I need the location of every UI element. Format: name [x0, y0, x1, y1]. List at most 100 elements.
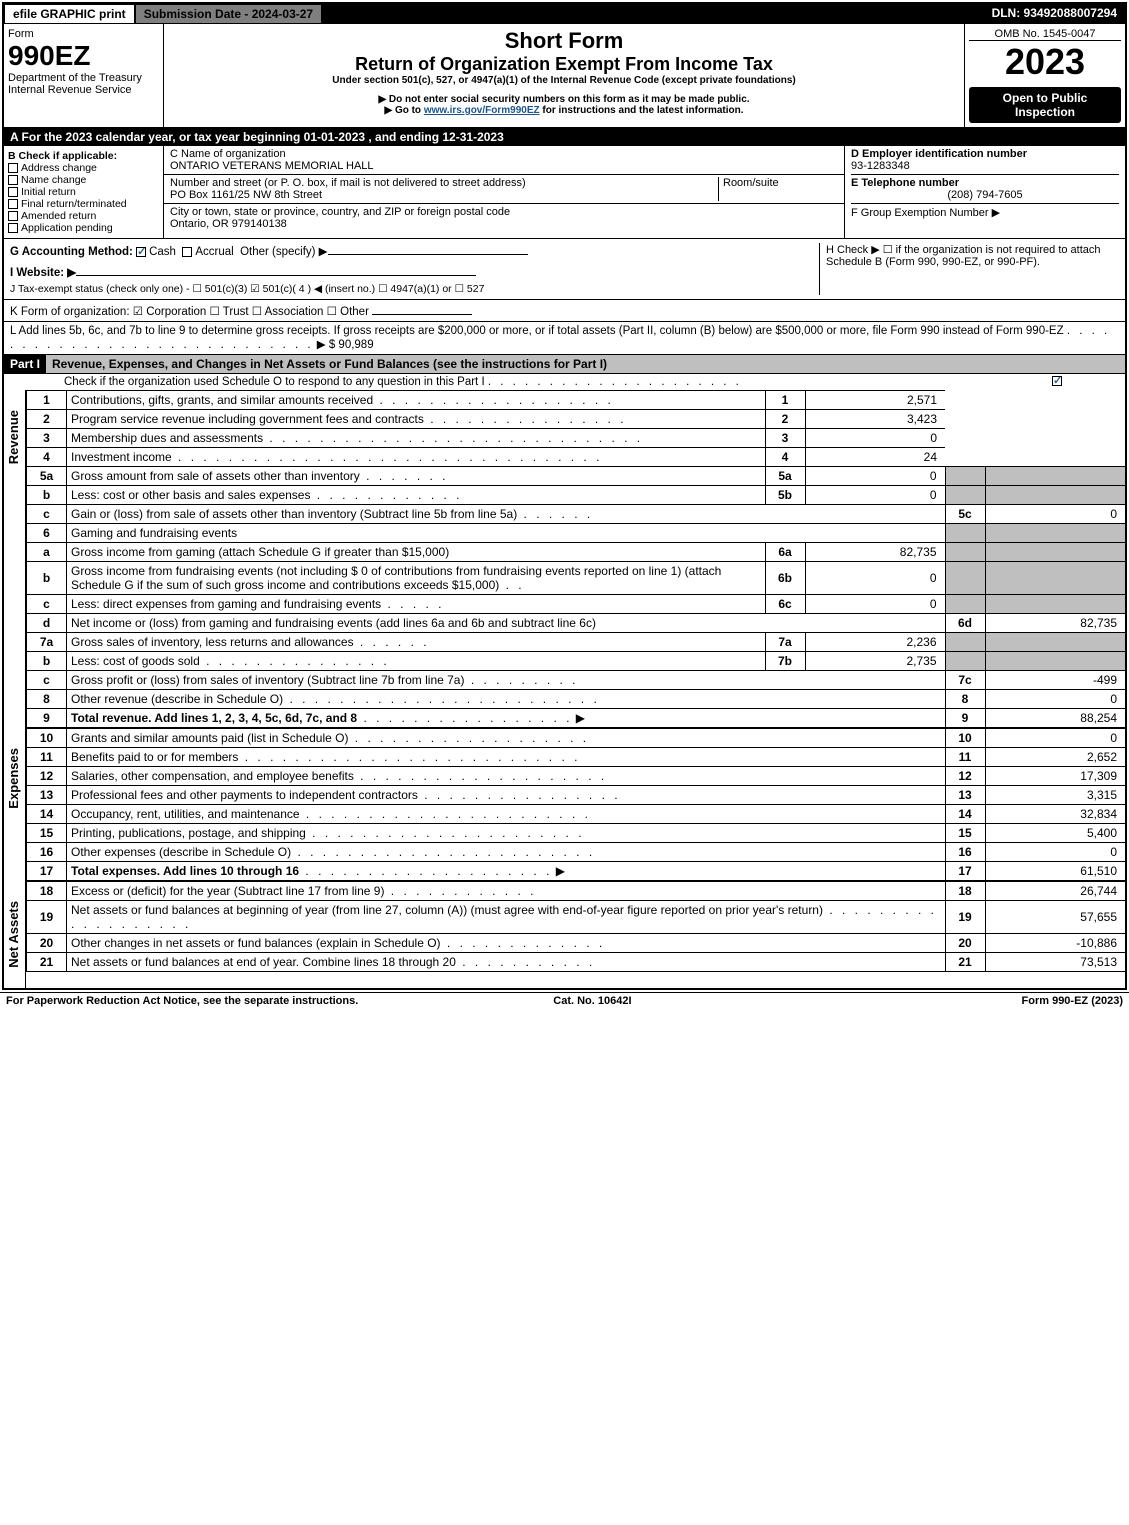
lbl-application-pending: Application pending — [21, 222, 113, 234]
other-specify-input[interactable] — [328, 243, 528, 255]
chk-accrual[interactable] — [182, 247, 192, 257]
blocks-bcd: B Check if applicable: Address change Na… — [4, 146, 1125, 239]
lbl-other-specify: Other (specify) ▶ — [240, 246, 327, 258]
part1-title: Revenue, Expenses, and Changes in Net As… — [46, 355, 1125, 373]
line-7c: cGross profit or (loss) from sales of in… — [27, 671, 1126, 690]
org-name: ONTARIO VETERANS MEMORIAL HALL — [170, 160, 374, 172]
other-org-input[interactable] — [372, 303, 472, 315]
chk-final-return[interactable] — [8, 199, 18, 209]
chk-amended-return[interactable] — [8, 211, 18, 221]
lbl-amended-return: Amended return — [21, 210, 96, 222]
lbl-initial-return: Initial return — [21, 186, 76, 198]
submission-date: Submission Date - 2024-03-27 — [135, 4, 322, 24]
header-right: OMB No. 1545-0047 2023 Open to Public In… — [965, 24, 1125, 127]
form-ref: Form 990-EZ (2023) — [1022, 995, 1123, 1007]
header-center: Short Form Return of Organization Exempt… — [164, 24, 965, 127]
section-a: A For the 2023 calendar year, or tax yea… — [4, 128, 1125, 146]
row-k-text: K Form of organization: ☑ Corporation ☐ … — [10, 306, 369, 318]
block-b: B Check if applicable: Address change Na… — [4, 146, 164, 238]
cat-number: Cat. No. 10642I — [553, 995, 631, 1007]
header-left: Form 990EZ Department of the Treasury In… — [4, 24, 164, 127]
netassets-section: Net Assets 18Excess or (deficit) for the… — [4, 881, 1125, 988]
line-6a: aGross income from gaming (attach Schedu… — [27, 543, 1126, 562]
label-telephone: E Telephone number — [851, 177, 959, 189]
form-990ez: efile GRAPHIC print Submission Date - 20… — [2, 2, 1127, 990]
line-5b: bLess: cost or other basis and sales exp… — [27, 486, 1126, 505]
label-ein: D Employer identification number — [851, 148, 1027, 160]
omb-number: OMB No. 1545-0047 — [969, 28, 1121, 41]
part1-header-row: Part I Revenue, Expenses, and Changes in… — [4, 354, 1125, 374]
line-7a: 7aGross sales of inventory, less returns… — [27, 633, 1126, 652]
row-l-text: L Add lines 5b, 6c, and 7b to line 9 to … — [10, 325, 1064, 337]
org-street: PO Box 1161/25 NW 8th Street — [170, 189, 322, 201]
chk-initial-return[interactable] — [8, 187, 18, 197]
row-l-amount: $ 90,989 — [329, 339, 374, 351]
instruction-goto: ▶ Go to www.irs.gov/Form990EZ for instru… — [168, 105, 960, 116]
chk-schedule-o[interactable] — [1052, 376, 1062, 386]
line-13: 13Professional fees and other payments t… — [27, 786, 1126, 805]
line-4: 4Investment income . . . . . . . . . . .… — [27, 448, 1126, 467]
netassets-side: Net Assets — [4, 881, 26, 988]
revenue-section: Revenue 1Contributions, gifts, grants, a… — [4, 390, 1125, 728]
line-21: 21Net assets or fund balances at end of … — [27, 953, 1126, 972]
line-16: 16Other expenses (describe in Schedule O… — [27, 843, 1126, 862]
form-header: Form 990EZ Department of the Treasury In… — [4, 24, 1125, 128]
irs-link[interactable]: www.irs.gov/Form990EZ — [424, 105, 540, 116]
row-l: L Add lines 5b, 6c, and 7b to line 9 to … — [4, 322, 1125, 354]
line-5c: cGain or (loss) from sale of assets othe… — [27, 505, 1126, 524]
row-k: K Form of organization: ☑ Corporation ☐ … — [4, 300, 1125, 322]
label-group-exemption: F Group Exemption Number ▶ — [851, 207, 1000, 219]
instruction-ssn: ▶ Do not enter social security numbers o… — [168, 94, 960, 105]
lbl-accrual: Accrual — [195, 246, 233, 258]
label-room: Room/suite — [723, 177, 779, 189]
top-bar: efile GRAPHIC print Submission Date - 20… — [4, 4, 1125, 24]
form-number: 990EZ — [8, 40, 159, 72]
expenses-side: Expenses — [4, 728, 26, 881]
part1-checkline: Check if the organization used Schedule … — [4, 374, 1125, 390]
label-accounting: G Accounting Method: — [10, 246, 133, 258]
lbl-final-return: Final return/terminated — [21, 198, 127, 210]
line-6c: cLess: direct expenses from gaming and f… — [27, 595, 1126, 614]
chk-application-pending[interactable] — [8, 223, 18, 233]
line-20: 20Other changes in net assets or fund ba… — [27, 934, 1126, 953]
title-short: Short Form — [168, 28, 960, 54]
chk-address-change[interactable] — [8, 163, 18, 173]
website-input[interactable] — [76, 264, 476, 276]
block-d: D Employer identification number 93-1283… — [845, 146, 1125, 238]
expenses-table: 10Grants and similar amounts paid (list … — [26, 728, 1125, 881]
block-b-heading: B Check if applicable: — [8, 150, 117, 162]
telephone: (208) 794-7605 — [851, 189, 1119, 201]
row-l-arrow: ▶ — [317, 339, 326, 351]
ein: 93-1283348 — [851, 160, 910, 172]
row-j-tax-exempt: J Tax-exempt status (check only one) - ☐… — [10, 283, 484, 295]
subtitle: Under section 501(c), 527, or 4947(a)(1)… — [168, 75, 960, 86]
line-12: 12Salaries, other compensation, and empl… — [27, 767, 1126, 786]
dln: DLN: 93492088007294 — [984, 4, 1125, 24]
part1-badge: Part I — [4, 355, 46, 373]
revenue-side: Revenue — [4, 390, 26, 728]
block-c: C Name of organization ONTARIO VETERANS … — [164, 146, 845, 238]
label-org-name: C Name of organization — [170, 148, 286, 160]
line-1: 1Contributions, gifts, grants, and simil… — [27, 391, 1126, 410]
efile-print-button[interactable]: efile GRAPHIC print — [4, 4, 135, 24]
line-14: 14Occupancy, rent, utilities, and mainte… — [27, 805, 1126, 824]
revenue-table: 1Contributions, gifts, grants, and simil… — [26, 390, 1125, 728]
org-city: Ontario, OR 979140138 — [170, 218, 287, 230]
netassets-table: 18Excess or (deficit) for the year (Subt… — [26, 881, 1125, 972]
chk-cash[interactable] — [136, 247, 146, 257]
form-label: Form — [8, 28, 159, 40]
line-8: 8Other revenue (describe in Schedule O) … — [27, 690, 1126, 709]
tax-year: 2023 — [969, 41, 1121, 83]
page-footer: For Paperwork Reduction Act Notice, see … — [0, 992, 1129, 1009]
line-11: 11Benefits paid to or for members . . . … — [27, 748, 1126, 767]
line-7b: bLess: cost of goods sold . . . . . . . … — [27, 652, 1126, 671]
title-main: Return of Organization Exempt From Incom… — [168, 54, 960, 75]
line-6: 6Gaming and fundraising events — [27, 524, 1126, 543]
label-city: City or town, state or province, country… — [170, 206, 510, 218]
row-g-h: G Accounting Method: Cash Accrual Other … — [4, 239, 1125, 300]
line-19: 19Net assets or fund balances at beginni… — [27, 901, 1126, 934]
chk-name-change[interactable] — [8, 175, 18, 185]
lbl-address-change: Address change — [21, 162, 97, 174]
line-2: 2Program service revenue including gover… — [27, 410, 1126, 429]
line-18: 18Excess or (deficit) for the year (Subt… — [27, 882, 1126, 901]
